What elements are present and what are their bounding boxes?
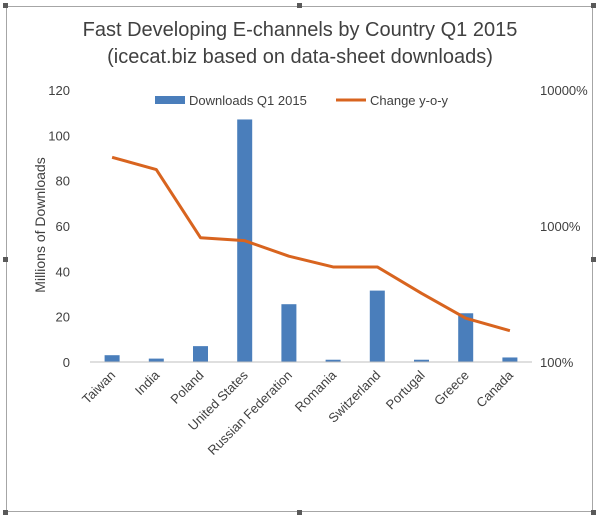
y-tick-label: 120 xyxy=(48,83,70,98)
chart-subtitle: (icecat.biz based on data-sheet download… xyxy=(107,46,493,68)
chart-title: Fast Developing E-channels by Country Q1… xyxy=(83,19,518,41)
bar xyxy=(193,346,208,362)
y-axis-ticks: 0 20 40 60 80 100 120 xyxy=(48,83,70,370)
bar xyxy=(281,304,297,362)
bar xyxy=(502,357,518,362)
resize-handle-middle-left[interactable] xyxy=(3,257,8,262)
x-tick-label: India xyxy=(132,367,163,398)
y2-tick-label: 10000% xyxy=(540,83,588,98)
y-tick-label: 100 xyxy=(48,128,70,143)
legend-label-change: Change y-o-y xyxy=(370,93,449,108)
bar xyxy=(414,359,429,362)
resize-handle-bottom-right[interactable] xyxy=(591,510,596,515)
y-tick-label: 60 xyxy=(56,219,70,234)
resize-handle-middle-right[interactable] xyxy=(591,257,596,262)
resize-handle-bottom-middle[interactable] xyxy=(297,510,302,515)
y-tick-label: 0 xyxy=(63,355,70,370)
x-tick-label: Canada xyxy=(473,367,516,410)
y2-axis-ticks: 100% 1000% 10000% xyxy=(540,83,588,370)
change-line xyxy=(111,155,511,333)
y2-tick-label: 100% xyxy=(540,355,574,370)
y-tick-label: 40 xyxy=(56,264,70,279)
bar xyxy=(369,290,385,362)
x-tick-label: Portugal xyxy=(383,367,428,412)
y-tick-label: 20 xyxy=(56,310,70,325)
bar-series xyxy=(104,119,518,362)
bar xyxy=(104,355,120,362)
resize-handle-top-right[interactable] xyxy=(591,3,596,8)
x-tick-label: Taiwan xyxy=(79,368,118,407)
bar xyxy=(148,358,164,362)
legend: Downloads Q1 2015 Change y-o-y xyxy=(155,93,449,108)
y2-tick-label: 1000% xyxy=(540,219,581,234)
legend-swatch-downloads xyxy=(155,96,185,104)
bar xyxy=(325,359,341,362)
x-tick-label: Greece xyxy=(431,368,472,409)
bar xyxy=(458,313,474,362)
y-tick-label: 80 xyxy=(56,174,70,189)
y-axis-label: Millions of Downloads xyxy=(32,157,48,292)
legend-label-downloads: Downloads Q1 2015 xyxy=(189,93,307,108)
x-tick-label: Poland xyxy=(167,368,206,407)
x-tick-label: Russian Federation xyxy=(205,368,295,458)
resize-handle-bottom-left[interactable] xyxy=(3,510,8,515)
line-series xyxy=(111,155,511,333)
resize-handle-top-middle[interactable] xyxy=(297,3,302,8)
resize-handle-top-left[interactable] xyxy=(3,3,8,8)
